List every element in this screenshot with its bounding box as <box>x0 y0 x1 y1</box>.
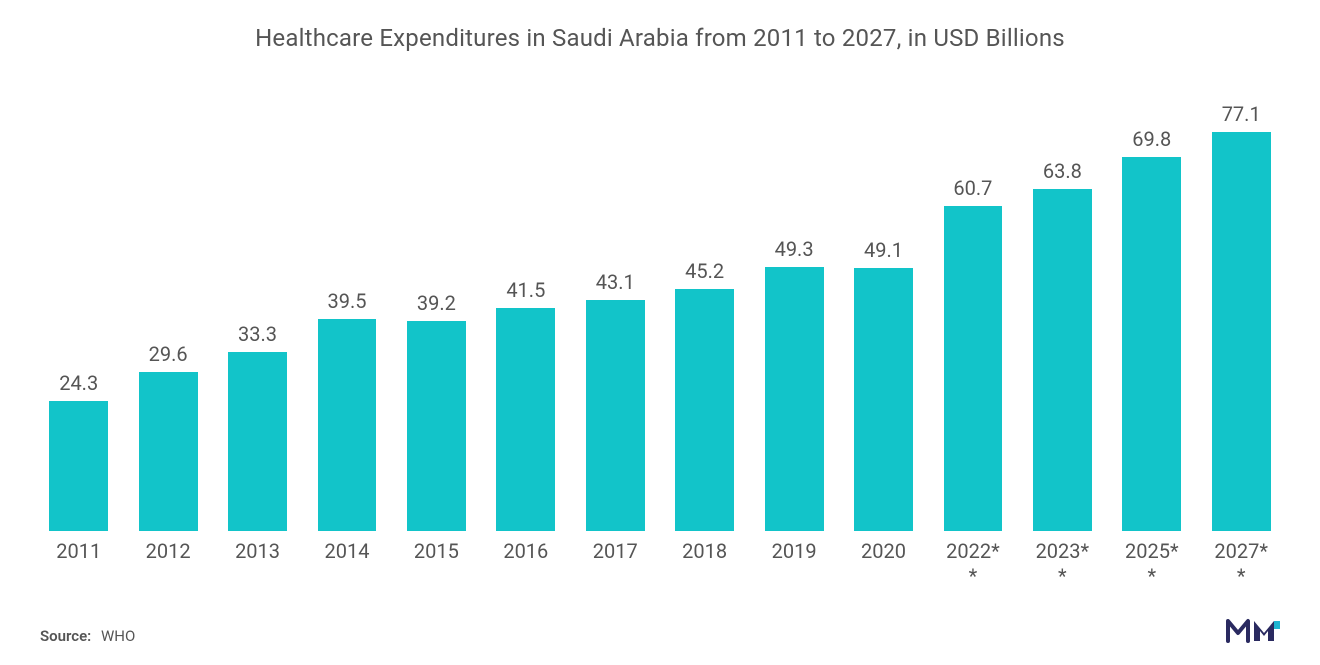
x-axis-label-text: 2016 <box>503 539 548 563</box>
bar <box>407 321 466 531</box>
source-value: WHO <box>101 627 135 645</box>
bar-column: 33.3 <box>219 102 296 531</box>
bar-column: 24.3 <box>40 102 117 531</box>
x-axis-label-text: 2011 <box>56 539 101 563</box>
bar <box>944 206 1003 532</box>
bar-value-label: 63.8 <box>1043 159 1082 183</box>
bar <box>496 308 555 531</box>
bar-value-label: 29.6 <box>149 342 188 366</box>
x-axis-label-sub: * <box>1202 564 1279 589</box>
bar-value-label: 60.7 <box>953 176 992 200</box>
bar-column: 63.8 <box>1024 102 1101 531</box>
bar-value-label: 77.1 <box>1222 102 1261 126</box>
bar-group: 41.5 <box>487 102 564 531</box>
bar-value-label: 39.2 <box>417 291 456 315</box>
bar <box>675 289 734 531</box>
x-axis: 2011 2012 2013 2014 2015 2016 2017 2018 2019 2020… <box>40 539 1280 589</box>
bar-column: 69.8 <box>1113 102 1190 531</box>
bar-column: 43.1 <box>577 102 654 531</box>
x-axis-label-text: 2020 <box>861 539 906 563</box>
bar-group: 24.3 <box>40 102 117 531</box>
x-axis-label: 2015 <box>398 539 475 589</box>
bar <box>586 300 645 531</box>
bar-group: 69.8 <box>1113 102 1190 531</box>
bar-column: 39.5 <box>308 102 385 531</box>
x-axis-label: 2019 <box>755 539 832 589</box>
bar-group: 60.7 <box>934 102 1011 531</box>
x-axis-label-text: 2012 <box>146 539 191 563</box>
bar-column: 45.2 <box>666 102 743 531</box>
x-axis-label-text: 2013 <box>235 539 280 563</box>
bar-group: 33.3 <box>219 102 296 531</box>
bar-group: 49.3 <box>755 102 832 531</box>
bar <box>228 352 287 531</box>
bar-column: 60.7 <box>934 102 1011 531</box>
bar-group: 63.8 <box>1024 102 1101 531</box>
bar <box>139 372 198 531</box>
bar-group: 43.1 <box>577 102 654 531</box>
x-axis-label-sub: * <box>1024 564 1101 589</box>
bar <box>49 401 108 531</box>
x-axis-label-text: 2027* <box>1214 539 1268 563</box>
bar-group: 45.2 <box>666 102 743 531</box>
bar-column: 49.3 <box>755 102 832 531</box>
x-axis-label: 2025** <box>1113 539 1190 589</box>
brand-logo <box>1226 615 1282 645</box>
bar <box>1033 189 1092 531</box>
x-axis-label: 2011 <box>40 539 117 589</box>
x-axis-label-sub: * <box>1113 564 1190 589</box>
bar-column: 41.5 <box>487 102 564 531</box>
bar-group: 77.1 <box>1202 102 1279 531</box>
x-axis-label: 2020 <box>845 539 922 589</box>
x-axis-label-text: 2019 <box>772 539 817 563</box>
bar-value-label: 49.1 <box>864 238 903 262</box>
bar-column: 39.2 <box>398 102 475 531</box>
bar <box>765 267 824 531</box>
bar-group: 39.2 <box>398 102 475 531</box>
bar-value-label: 33.3 <box>238 322 277 346</box>
x-axis-label: 2013 <box>219 539 296 589</box>
x-axis-label: 2017 <box>577 539 654 589</box>
chart-container: Healthcare Expenditures in Saudi Arabia … <box>0 0 1320 665</box>
x-axis-label: 2027** <box>1202 539 1279 589</box>
bar-value-label: 39.5 <box>327 289 366 313</box>
bar-group: 39.5 <box>308 102 385 531</box>
bar-value-label: 24.3 <box>59 371 98 395</box>
bar <box>1122 157 1181 531</box>
x-axis-label: 2023** <box>1024 539 1101 589</box>
x-axis-label-text: 2014 <box>324 539 369 563</box>
x-axis-label: 2022** <box>934 539 1011 589</box>
bar <box>318 319 377 531</box>
bar-column: 29.6 <box>129 102 206 531</box>
x-axis-label: 2016 <box>487 539 564 589</box>
x-axis-label-text: 2023* <box>1036 539 1090 563</box>
bar-column: 49.1 <box>845 102 922 531</box>
x-axis-label-text: 2022* <box>946 539 1000 563</box>
bar-value-label: 43.1 <box>596 270 635 294</box>
bar-value-label: 45.2 <box>685 259 724 283</box>
bar-group: 49.1 <box>845 102 922 531</box>
bar-value-label: 41.5 <box>506 278 545 302</box>
x-axis-label-sub: * <box>934 564 1011 589</box>
x-axis-label-text: 2018 <box>682 539 727 563</box>
plot-area: 24.3 29.6 33.3 39.5 39.2 41.5 43.1 45.2 49.3 49.1… <box>40 102 1280 531</box>
x-axis-label-text: 2017 <box>593 539 638 563</box>
bar-column: 77.1 <box>1202 102 1279 531</box>
bar <box>854 268 913 531</box>
chart-title: Healthcare Expenditures in Saudi Arabia … <box>40 24 1280 52</box>
bar-group: 29.6 <box>129 102 206 531</box>
source-label: Source: <box>40 627 91 645</box>
x-axis-label-text: 2015 <box>414 539 459 563</box>
source-line: Source: WHO <box>40 627 1280 645</box>
bar-value-label: 69.8 <box>1132 127 1171 151</box>
x-axis-label-text: 2025* <box>1125 539 1179 563</box>
x-axis-label: 2014 <box>308 539 385 589</box>
bar <box>1212 132 1271 531</box>
x-axis-label: 2012 <box>129 539 206 589</box>
bar-value-label: 49.3 <box>775 237 814 261</box>
x-axis-label: 2018 <box>666 539 743 589</box>
